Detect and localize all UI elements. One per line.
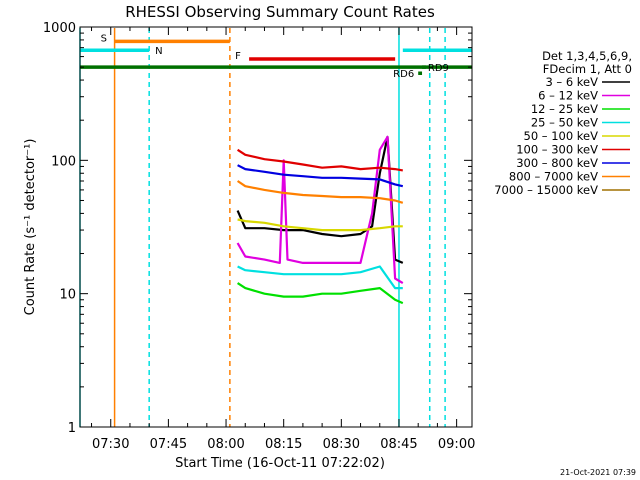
x-tick-label: 09:00 bbox=[438, 437, 475, 452]
series-line-100-300-kev bbox=[237, 148, 403, 172]
x-tick-label: 08:15 bbox=[265, 437, 302, 452]
flag-label-rd9: RD9 bbox=[428, 63, 449, 74]
x-tick-label: 08:45 bbox=[380, 437, 417, 452]
series-line-25-50-kev bbox=[237, 265, 403, 290]
legend-label: 25 – 50 keV bbox=[531, 116, 598, 130]
legend-header: FDecim 1, Att 0 bbox=[543, 62, 632, 76]
footer-timestamp: 21-Oct-2021 07:39 bbox=[560, 468, 636, 477]
x-axis-label: Start Time (16-Oct-11 07:22:02) bbox=[175, 456, 385, 471]
y-tick-label: 100 bbox=[51, 154, 76, 169]
series-line-800-7000-kev bbox=[236, 180, 404, 204]
x-tick-label: 08:00 bbox=[207, 437, 244, 452]
legend-header: Det 1,3,4,5,6,9, bbox=[542, 49, 632, 63]
flag-label-s: S bbox=[101, 33, 107, 44]
legend-label: 300 – 800 keV bbox=[516, 156, 598, 170]
flag-layer: S N F RD6 RD9 bbox=[79, 28, 472, 427]
series-layer bbox=[236, 135, 404, 305]
x-tick-label: 08:30 bbox=[323, 437, 360, 452]
x-tick-label: 07:45 bbox=[150, 437, 187, 452]
y-tick-label: 10 bbox=[59, 288, 76, 303]
legend-label: 3 – 6 keV bbox=[545, 75, 598, 89]
legend: Det 1,3,4,5,6,9,FDecim 1, Att 03 – 6 keV… bbox=[494, 49, 632, 197]
axis-layer: 1 10 100 1000 07:30 07:45 08:00 08:15 08:30 08:45… bbox=[43, 21, 475, 452]
legend-label: 12 – 25 keV bbox=[531, 102, 598, 116]
legend-label: 6 – 12 keV bbox=[538, 89, 598, 103]
legend-label: 7000 – 15000 keV bbox=[494, 183, 598, 197]
flag-label-rd6: RD6 bbox=[393, 69, 414, 80]
series-line-12-25-kev bbox=[237, 282, 404, 305]
y-tick-label: 1 bbox=[68, 421, 76, 436]
x-tick-label: 07:30 bbox=[92, 437, 129, 452]
series-line-300-800-kev bbox=[237, 164, 404, 188]
y-axis-label: Count Rate (s⁻¹ detector⁻¹) bbox=[23, 139, 38, 316]
legend-label: 100 – 300 keV bbox=[516, 143, 598, 157]
legend-label: 50 – 100 keV bbox=[524, 129, 599, 143]
plot-frame bbox=[79, 26, 473, 428]
flag-label-f: F bbox=[235, 51, 241, 62]
flag-label-n: N bbox=[155, 46, 162, 57]
series-line-50-100-kev bbox=[237, 218, 403, 232]
chart-title: RHESSI Observing Summary Count Rates bbox=[125, 3, 435, 21]
legend-label: 800 – 7000 keV bbox=[509, 170, 598, 184]
y-tick-label: 1000 bbox=[43, 21, 76, 36]
series-line-6-12-kev bbox=[236, 135, 404, 285]
